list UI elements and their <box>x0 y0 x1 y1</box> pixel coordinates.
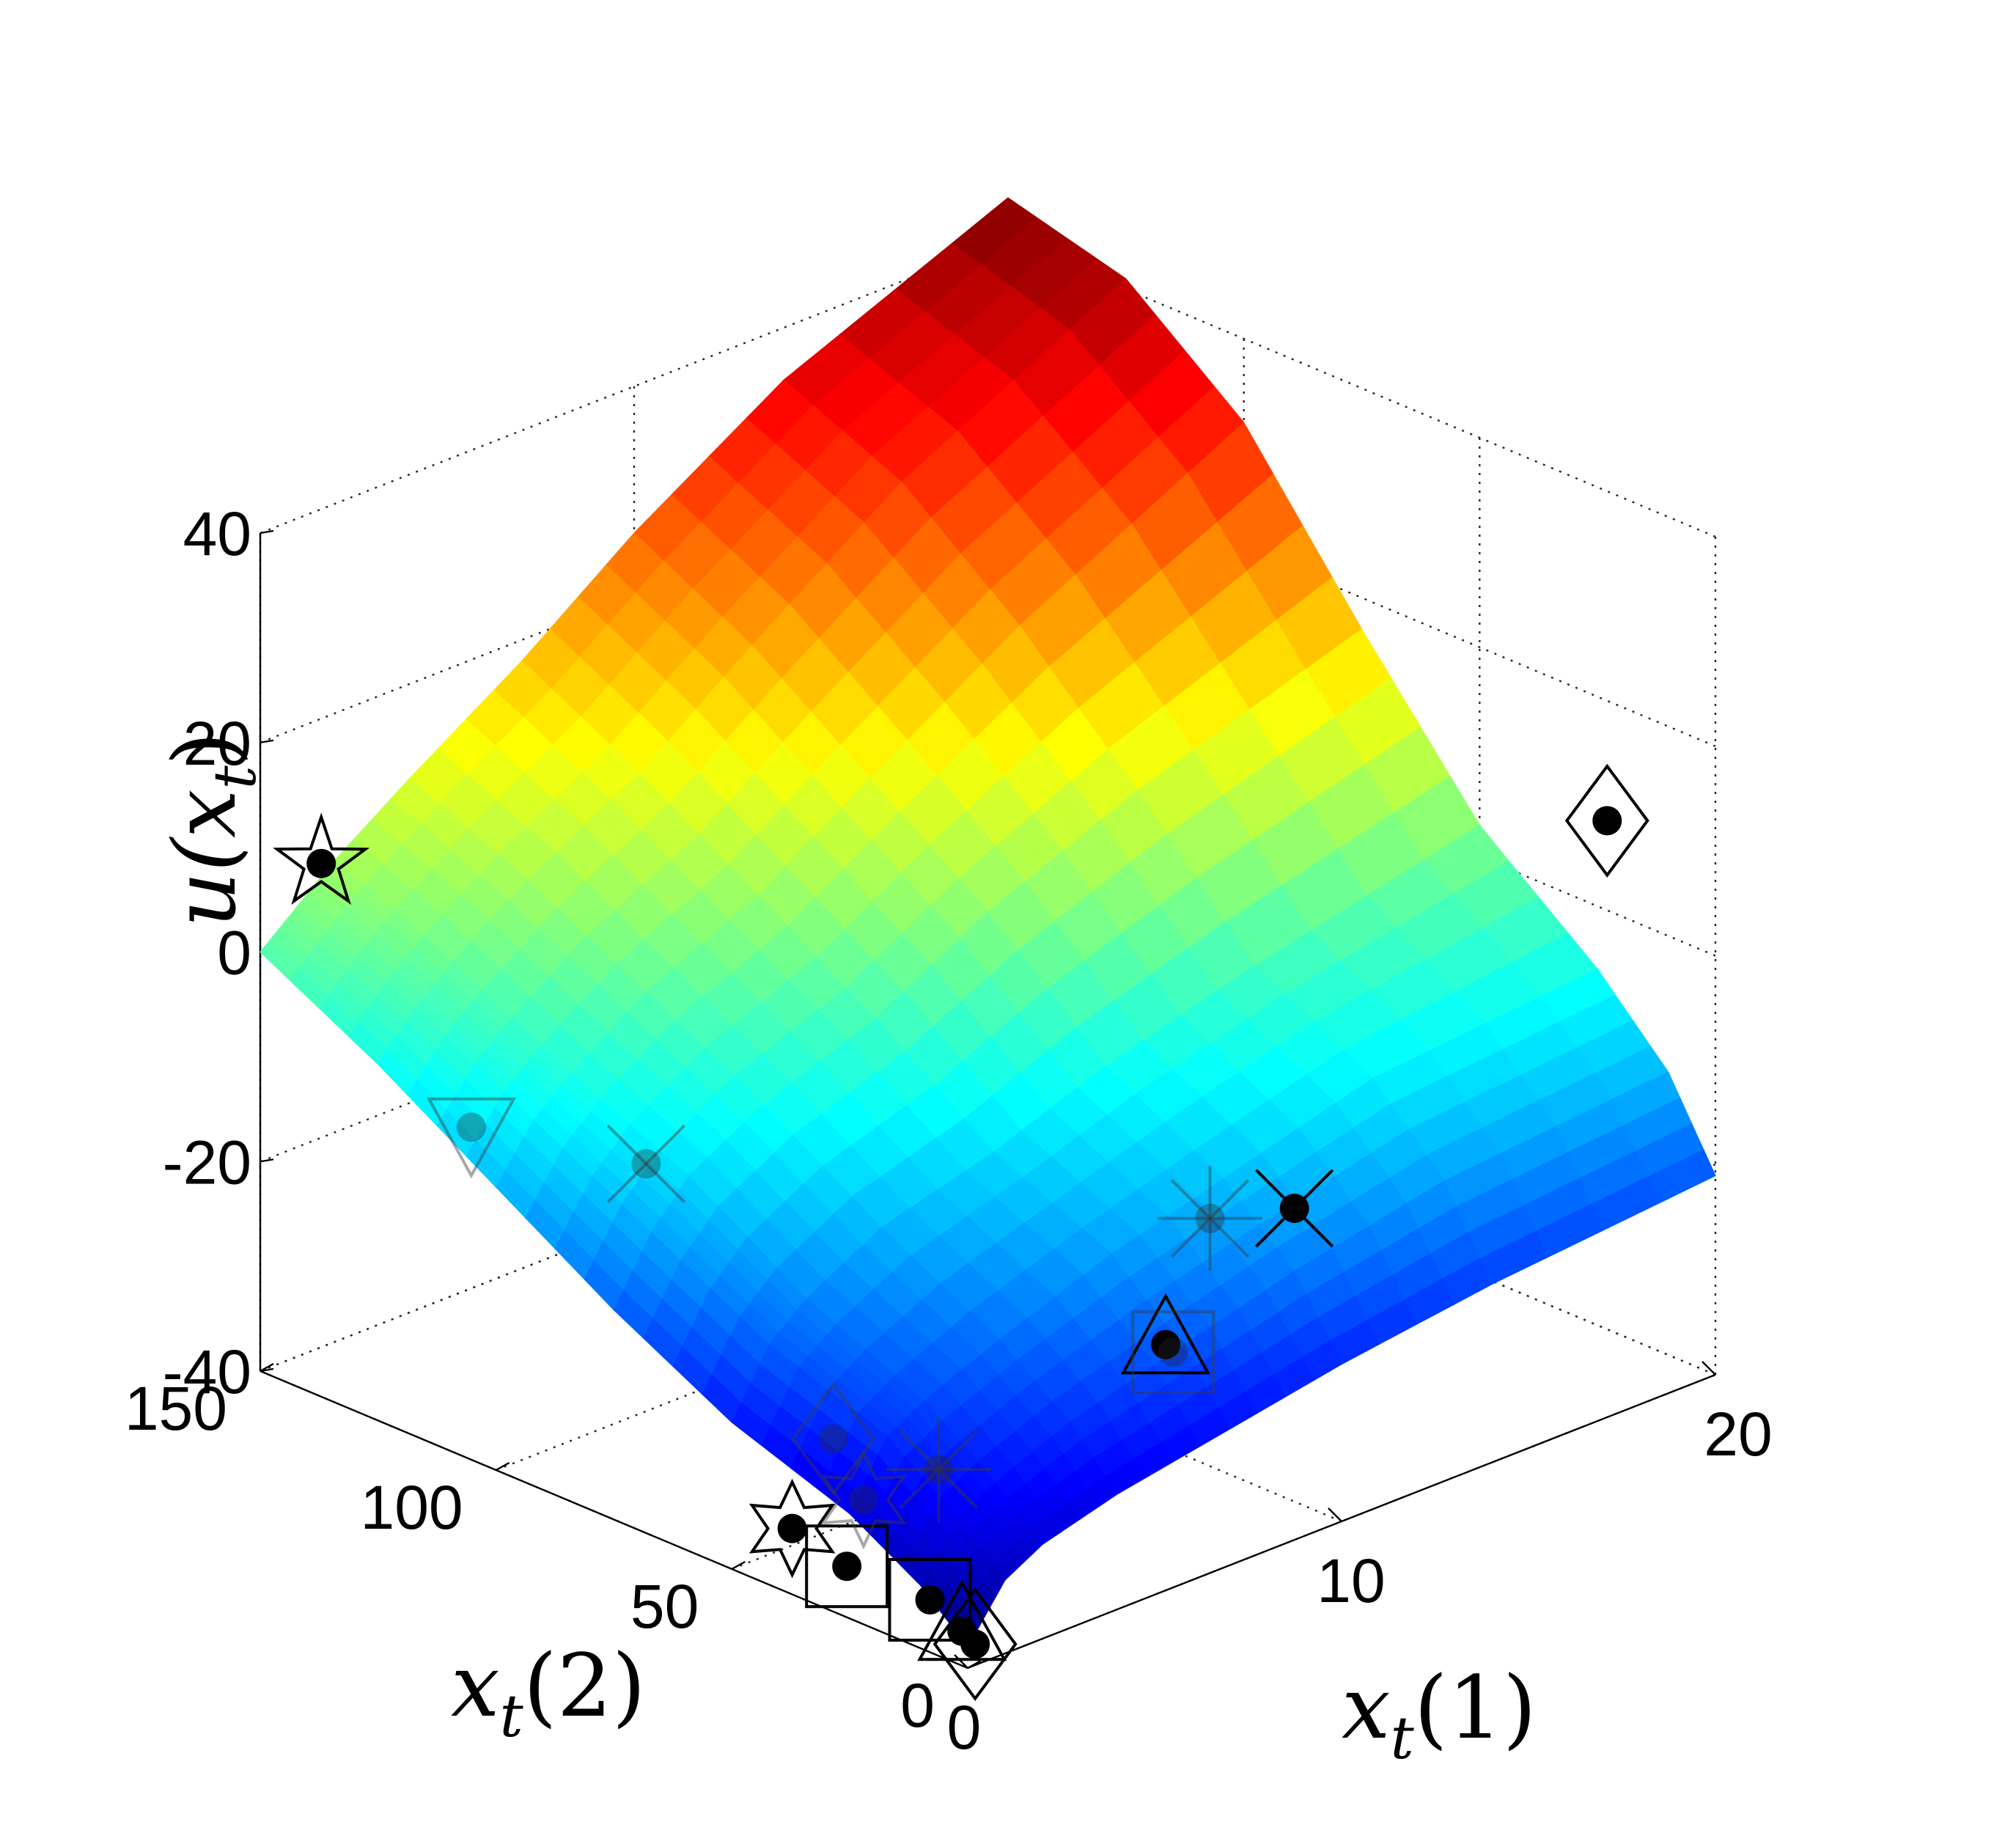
marker-stroke <box>1170 1179 1250 1258</box>
marker-x <box>606 1124 686 1204</box>
y-tick-mark <box>967 1659 982 1669</box>
marker-dot <box>306 848 336 878</box>
marker-dot <box>1592 806 1622 836</box>
marker-stroke <box>899 1430 979 1509</box>
marker-dot <box>832 1551 862 1582</box>
marker-stroke <box>606 1124 686 1204</box>
x-tick-mark <box>1328 1507 1342 1522</box>
marker-triangle-up <box>1120 1293 1211 1375</box>
z-tick-label: -40 <box>163 1337 251 1406</box>
marker-square <box>805 1524 889 1609</box>
marker-dot <box>631 1149 661 1179</box>
marker-dot <box>1158 1337 1188 1367</box>
marker-outline <box>820 1450 907 1550</box>
marker-square <box>888 1558 972 1642</box>
x-tick-mark <box>954 1654 968 1669</box>
marker-dot <box>849 1485 878 1515</box>
x-axis-label: xt(1) <box>1342 1657 1537 1772</box>
marker-asterisk <box>886 1417 991 1522</box>
z-tick-label: -20 <box>163 1128 251 1197</box>
y-axis-line <box>260 1370 968 1669</box>
z-axis-label: u(xt) <box>154 732 269 927</box>
marker-outline <box>791 1382 876 1496</box>
marker-asterisk <box>1158 1166 1263 1271</box>
y-tick-mark <box>731 1560 746 1571</box>
marker-diamond <box>791 1382 876 1496</box>
x-tick-label: 20 <box>1704 1400 1772 1469</box>
marker-dot <box>915 1584 945 1615</box>
z-tick-label: 0 <box>217 919 251 988</box>
y-tick-label: 0 <box>900 1671 935 1740</box>
z-tick-mark <box>260 1367 274 1373</box>
marker-outline <box>805 1524 889 1609</box>
marker-stroke <box>1170 1179 1250 1258</box>
marker-star <box>273 812 370 905</box>
marker-triangle-down <box>426 1097 517 1179</box>
marker-outline <box>1564 763 1649 878</box>
marker-outline <box>748 1478 836 1579</box>
x-tick-label: 10 <box>1317 1546 1385 1615</box>
marker-outline <box>888 1558 972 1642</box>
z-tick-mark <box>260 1158 274 1163</box>
y-tick-label: 150 <box>125 1374 227 1443</box>
marker-hexagram <box>748 1478 836 1579</box>
y-tick-mark <box>496 1461 510 1472</box>
marker-outline <box>917 1579 1007 1661</box>
marker-outline <box>1131 1310 1215 1395</box>
data-markers <box>273 763 1649 1702</box>
z-tick-label: 40 <box>183 499 251 568</box>
marker-dot <box>1151 1329 1181 1359</box>
z-tick-mark <box>260 739 274 743</box>
y-axis-label: xt(2) <box>451 1635 646 1750</box>
marker-outline <box>1120 1293 1211 1375</box>
y-tick-label: 50 <box>630 1572 699 1641</box>
marker-outline <box>273 812 370 905</box>
marker-diamond <box>1564 763 1649 878</box>
marker-stroke <box>899 1430 979 1509</box>
marker-dot <box>818 1424 848 1454</box>
marker-square <box>1131 1310 1215 1395</box>
marker-dot <box>1195 1203 1225 1233</box>
marker-dot <box>456 1112 486 1142</box>
z-tick-mark <box>260 529 274 535</box>
marker-dot <box>777 1513 807 1543</box>
surface <box>260 197 1716 1648</box>
marker-dot <box>924 1455 954 1485</box>
x-tick-label: 0 <box>947 1693 982 1762</box>
x-tick-mark <box>1702 1361 1716 1375</box>
marker-hexagram <box>820 1450 907 1550</box>
tick-labels: 0 10 20 0 50 100 150-40 -20 0 20 40 <box>125 499 1773 1762</box>
z-tick-label: 20 <box>183 709 251 778</box>
marker-outline <box>426 1097 517 1179</box>
y-tick-label: 100 <box>361 1473 463 1542</box>
marker-stroke <box>606 1124 686 1204</box>
grid-wall-xz <box>260 238 1009 535</box>
marker-x <box>1255 1169 1334 1248</box>
marker-dot <box>1279 1193 1309 1223</box>
